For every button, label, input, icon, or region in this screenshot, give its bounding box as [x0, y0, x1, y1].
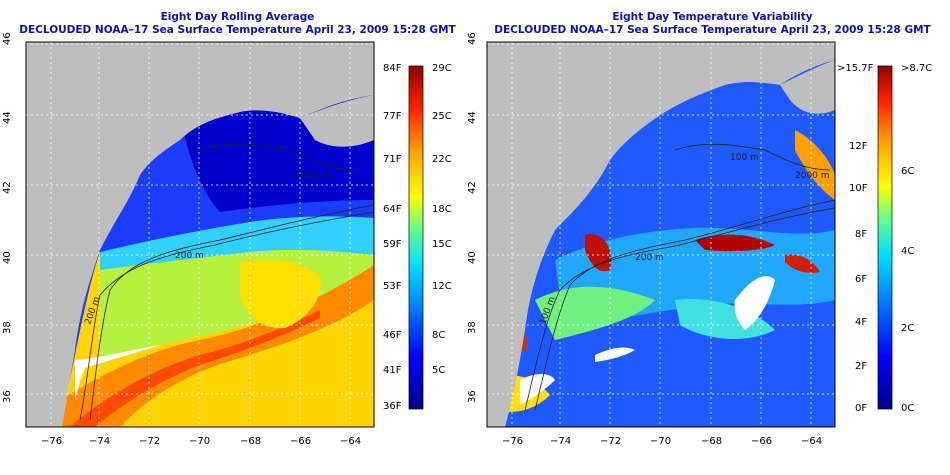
right-y-tick: 38	[467, 321, 478, 334]
right-colorbar-label-f: 0F	[855, 403, 868, 414]
right-colorbar-label-f: 8F	[855, 229, 868, 240]
right-colorbar-label-f: 6F	[855, 274, 868, 285]
left-x-tick: −74	[89, 436, 111, 447]
left-x-tick: −70	[189, 436, 211, 447]
left-map-svg: 2000 m 200 m 200 m	[25, 41, 424, 428]
left-colorbar-label-c: 22C	[432, 154, 452, 165]
right-colorbar-label-f: >15.7F	[837, 63, 874, 74]
left-map-panel: Eight Day Rolling Average DECLOUDED NOAA…	[2, 11, 456, 447]
right-y-tick: 40	[467, 251, 478, 264]
right-map-svg: 100 m 2000 m 200 m 100 m	[486, 41, 893, 428]
left-y-tick: 40	[2, 251, 13, 264]
left-colorbar-label-f: 77F	[383, 111, 402, 122]
right-colorbar-label-c: >8.7C	[901, 63, 933, 74]
right-cloud-mask	[595, 347, 635, 362]
right-x-tick: −70	[650, 436, 672, 447]
left-gulf-stream-core	[70, 310, 320, 427]
left-y-tick: 42	[2, 181, 13, 194]
left-colorbar-label-c: 8C	[432, 330, 446, 341]
right-map-panel: Eight Day Temperature Variability DECLOU…	[467, 0, 950, 475]
right-high-variability	[585, 234, 611, 272]
left-shelf-front	[100, 216, 374, 270]
left-warm-eddy	[240, 259, 321, 329]
right-y-tick: 46	[467, 32, 478, 45]
right-bathymetry-contours	[524, 143, 835, 411]
left-y-tick: 44	[2, 111, 13, 124]
left-colorbar-label-f: 71F	[383, 154, 402, 165]
right-x-tick: −68	[701, 436, 723, 447]
right-colorbar-label-f: 2F	[855, 361, 868, 372]
left-contour-label: 2000 m	[295, 171, 330, 181]
left-colorbar-label-f: 46F	[383, 330, 402, 341]
right-y-tick: 36	[467, 390, 478, 403]
right-variability-patch	[675, 299, 775, 340]
left-land	[26, 42, 374, 427]
left-colorbar-label-f: 84F	[383, 63, 402, 74]
left-colorbar-label-c: 5C	[432, 365, 446, 376]
left-colorbar	[408, 65, 424, 410]
right-title-line2: DECLOUDED NOAA–17 Sea Surface Temperatur…	[494, 24, 931, 36]
left-colorbar-label-f: 53F	[383, 281, 402, 292]
right-x-tick: −64	[801, 436, 823, 447]
right-cloud-mask	[520, 374, 555, 405]
right-variability-patch	[795, 130, 835, 200]
left-colorbar-label-c: 15C	[432, 239, 452, 250]
right-contour-label: 200 m	[635, 253, 664, 263]
right-x-tick: −72	[600, 436, 622, 447]
right-contour-label: 2000 m	[795, 171, 830, 181]
right-colorbar	[877, 65, 893, 410]
left-x-tick: −66	[290, 436, 312, 447]
right-high-variability	[695, 234, 775, 252]
right-land	[487, 42, 835, 427]
left-x-tick: −64	[340, 436, 362, 447]
left-nova-scotia	[300, 95, 374, 147]
left-colorbar-label-c: 18C	[432, 204, 452, 215]
right-colorbar-label-f: 12F	[849, 141, 868, 152]
left-grid	[26, 42, 374, 427]
left-contour-label: 200 m	[175, 251, 204, 261]
right-colorbar-label-c: 4C	[901, 246, 915, 257]
right-grid	[487, 42, 835, 427]
right-x-tick: −76	[502, 436, 524, 447]
right-x-tick: −74	[550, 436, 572, 447]
right-colorbar-label-c: 0C	[901, 403, 915, 414]
right-y-tick: 44	[467, 111, 478, 124]
left-title-line2: DECLOUDED NOAA–17 Sea Surface Temperatur…	[19, 24, 456, 36]
left-x-tick: −68	[240, 436, 262, 447]
left-colorbar-label-f: 41F	[383, 365, 402, 376]
right-colorbar-label-c: 6C	[901, 166, 915, 177]
left-x-tick: −76	[41, 436, 63, 447]
right-colorbar-label-f: 4F	[855, 317, 868, 328]
left-colorbar-label-f: 59F	[383, 239, 402, 250]
left-colorbar-label-f: 36F	[383, 401, 402, 412]
left-colorbar-label-c: 12C	[432, 281, 452, 292]
left-colorbar-label-f: 64F	[383, 204, 402, 215]
right-colorbar-label-c: 2C	[901, 323, 915, 334]
right-map-frame	[486, 41, 836, 428]
left-x-tick: −72	[139, 436, 161, 447]
left-map-frame	[25, 41, 375, 428]
right-colorbar-label-f: 10F	[849, 183, 868, 194]
right-contour-label: 100 m	[730, 153, 759, 163]
left-colorbar-label-c: 25C	[432, 111, 452, 122]
right-nova-scotia	[780, 60, 835, 114]
right-variability-patch	[535, 286, 655, 340]
left-y-tick: 46	[2, 32, 13, 45]
left-y-tick: 36	[2, 390, 13, 403]
left-bathymetry-contours	[79, 143, 374, 421]
left-y-tick: 38	[2, 321, 13, 334]
right-x-tick: −66	[751, 436, 773, 447]
right-title-line1: Eight Day Temperature Variability	[612, 11, 813, 23]
left-colorbar-label-c: 29C	[432, 63, 452, 74]
left-cloud-mask	[75, 345, 160, 400]
right-cloud-mask	[734, 276, 775, 330]
left-title-line1: Eight Day Rolling Average	[160, 11, 315, 23]
right-y-tick: 42	[467, 181, 478, 194]
